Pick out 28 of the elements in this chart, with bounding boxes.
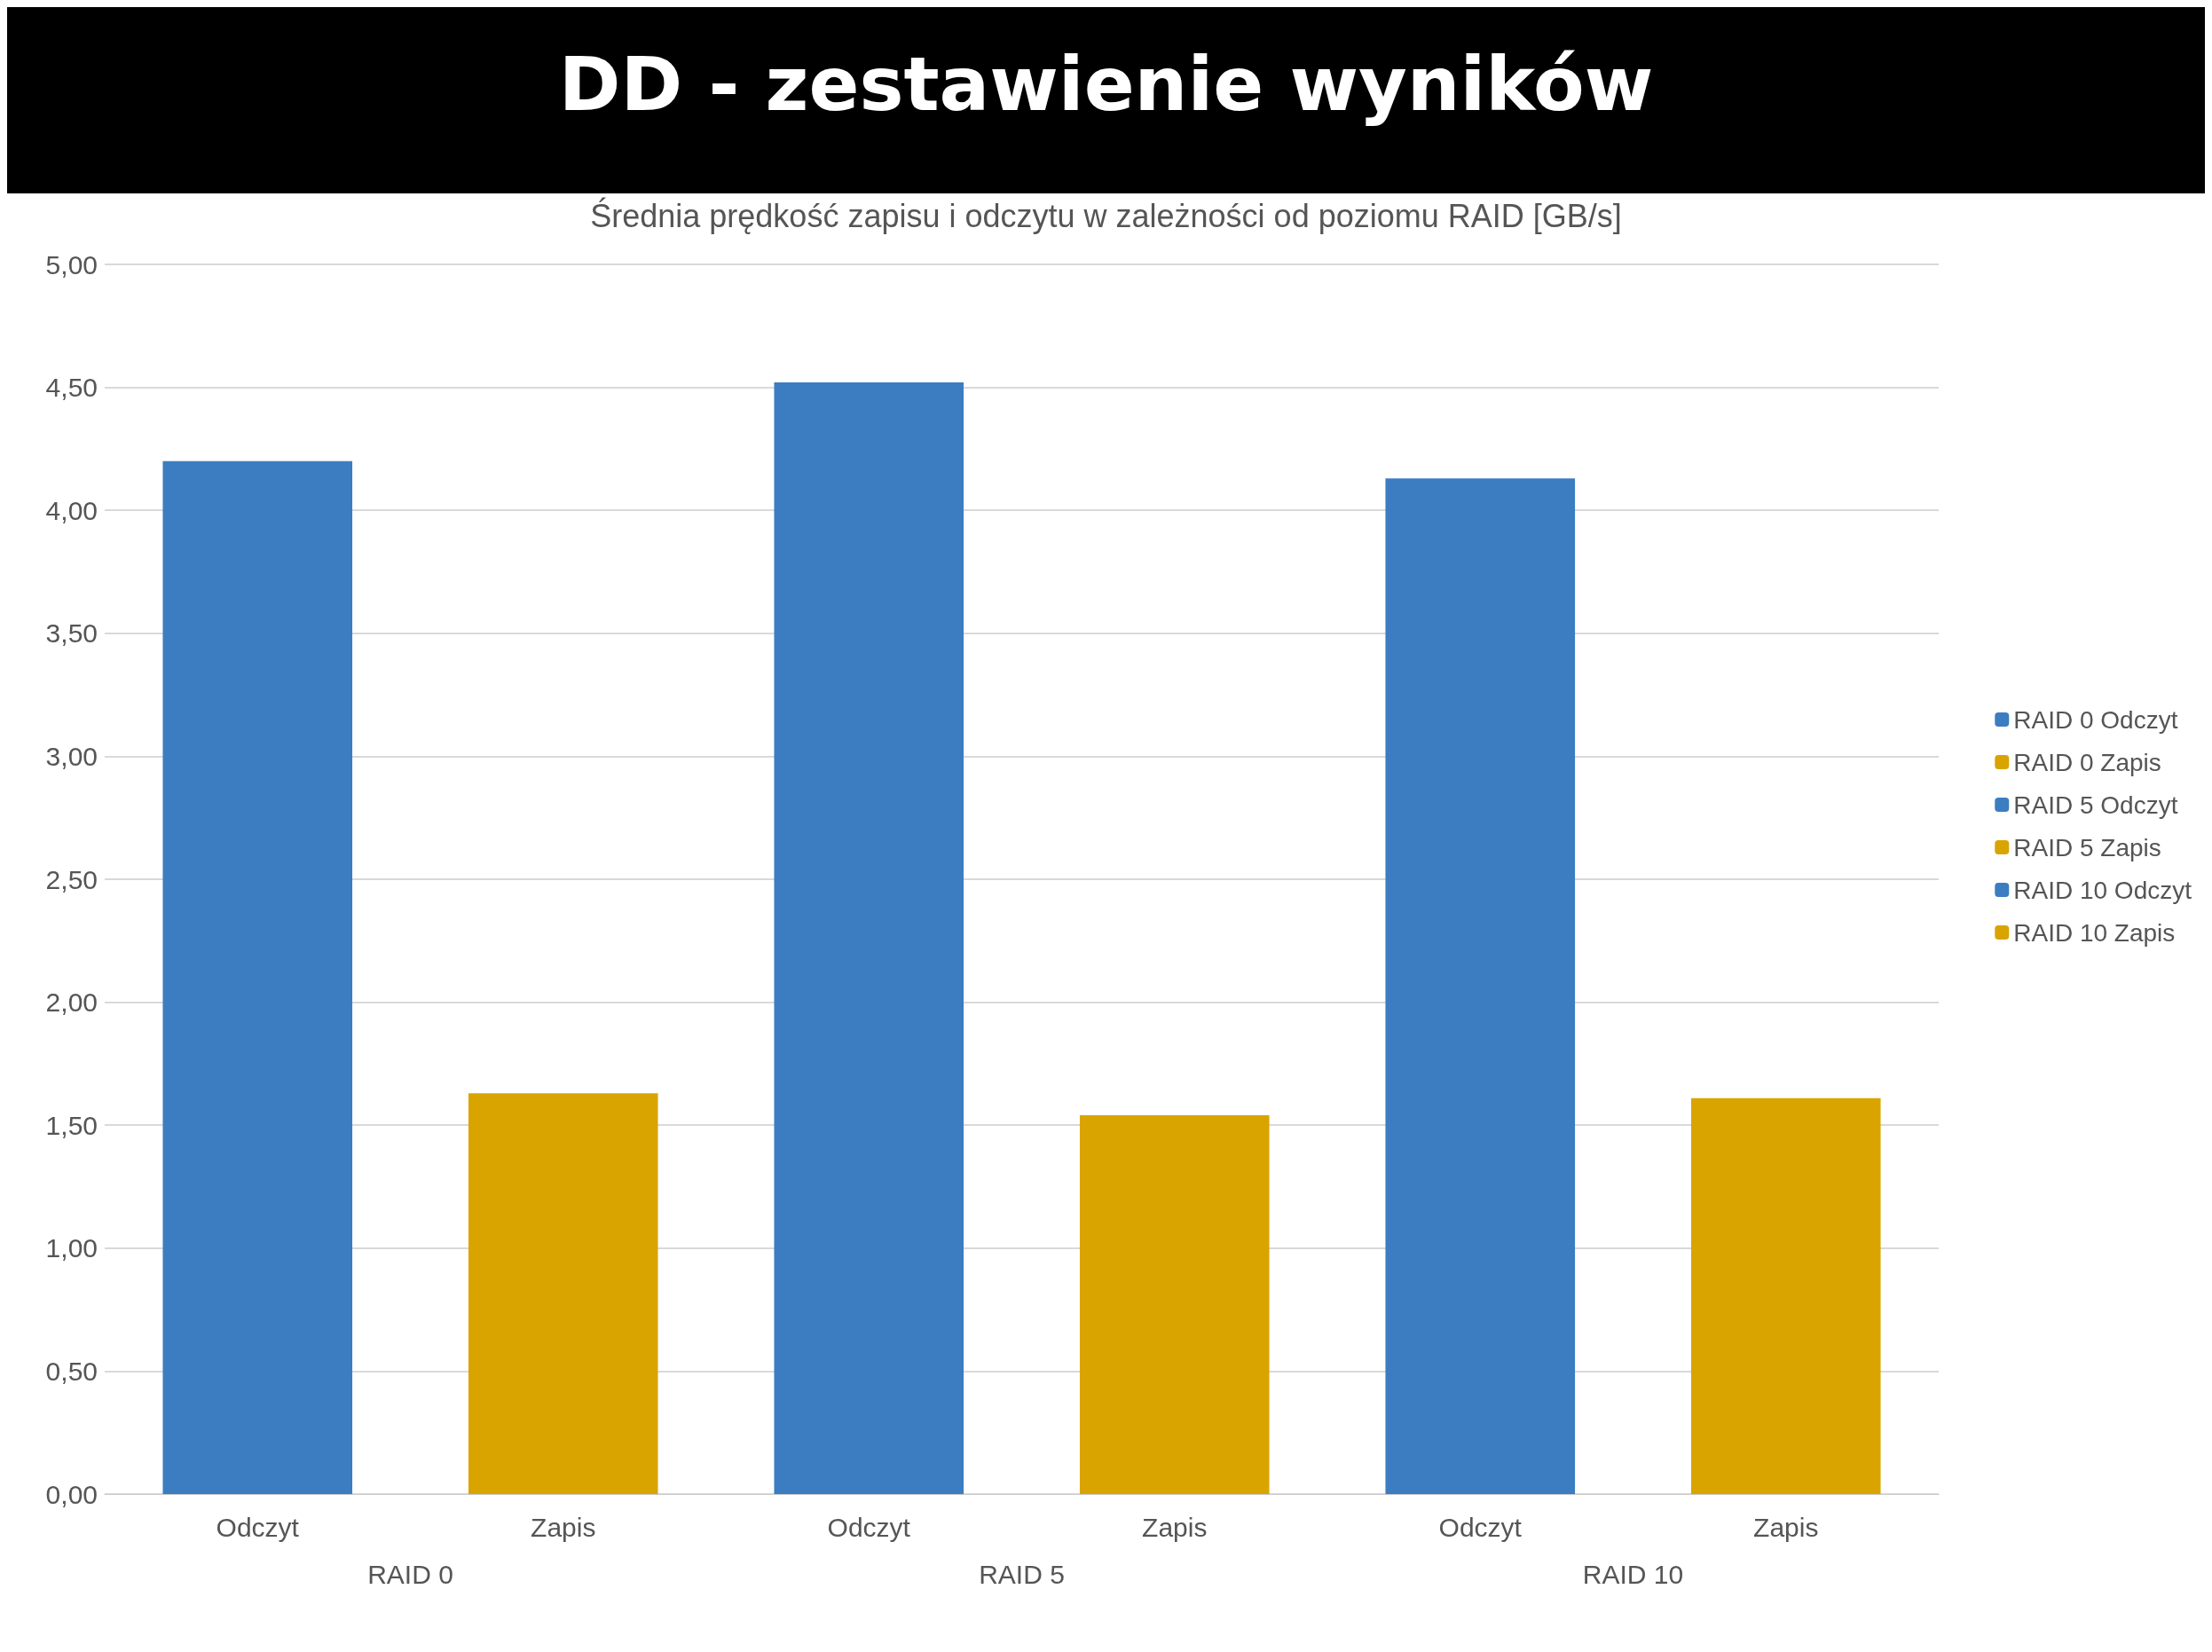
legend-label: RAID 0 Zapis xyxy=(2013,748,2161,776)
x-tick-label: Odczyt xyxy=(216,1512,300,1542)
y-tick-label: 3,00 xyxy=(45,741,98,771)
legend-label: RAID 10 Odczyt xyxy=(2013,876,2192,904)
x-tick-label: Zapis xyxy=(1142,1512,1208,1542)
y-tick-label: 1,50 xyxy=(45,1110,98,1140)
y-tick-label: 0,00 xyxy=(45,1479,98,1509)
x-tick-label: Zapis xyxy=(531,1512,596,1542)
x-tick-label: Odczyt xyxy=(827,1512,911,1542)
legend-label: RAID 0 Odczyt xyxy=(2013,705,2178,734)
chart-subtitle: Średnia prędkość zapisu i odczytu w zależności od poziomu RAID [GB/s] xyxy=(590,196,1622,234)
text: RAID 5 xyxy=(979,1559,1065,1589)
chart-title: DD - zestawienie wyników xyxy=(558,41,1654,128)
text: RAID 10 xyxy=(1582,1559,1684,1589)
y-tick-label: 5,00 xyxy=(45,249,98,279)
x-tick-label: Odczyt xyxy=(1438,1512,1523,1542)
text: RAID 0 xyxy=(367,1559,453,1589)
legend-label: RAID 5 Odczyt xyxy=(2013,791,2178,819)
y-tick-label: 4,50 xyxy=(45,373,98,403)
x-tick-label: Zapis xyxy=(1753,1512,1819,1542)
legend-label: RAID 10 Zapis xyxy=(2013,918,2176,947)
y-tick-label: 3,50 xyxy=(45,618,98,649)
y-tick-label: 0,50 xyxy=(45,1356,98,1386)
legend-label: RAID 5 Zapis xyxy=(2013,833,2161,861)
y-tick-label: 4,00 xyxy=(45,495,98,525)
y-tick-label: 1,00 xyxy=(45,1233,98,1263)
y-tick-label: 2,00 xyxy=(45,987,98,1018)
y-tick-label: 2,50 xyxy=(45,864,98,894)
